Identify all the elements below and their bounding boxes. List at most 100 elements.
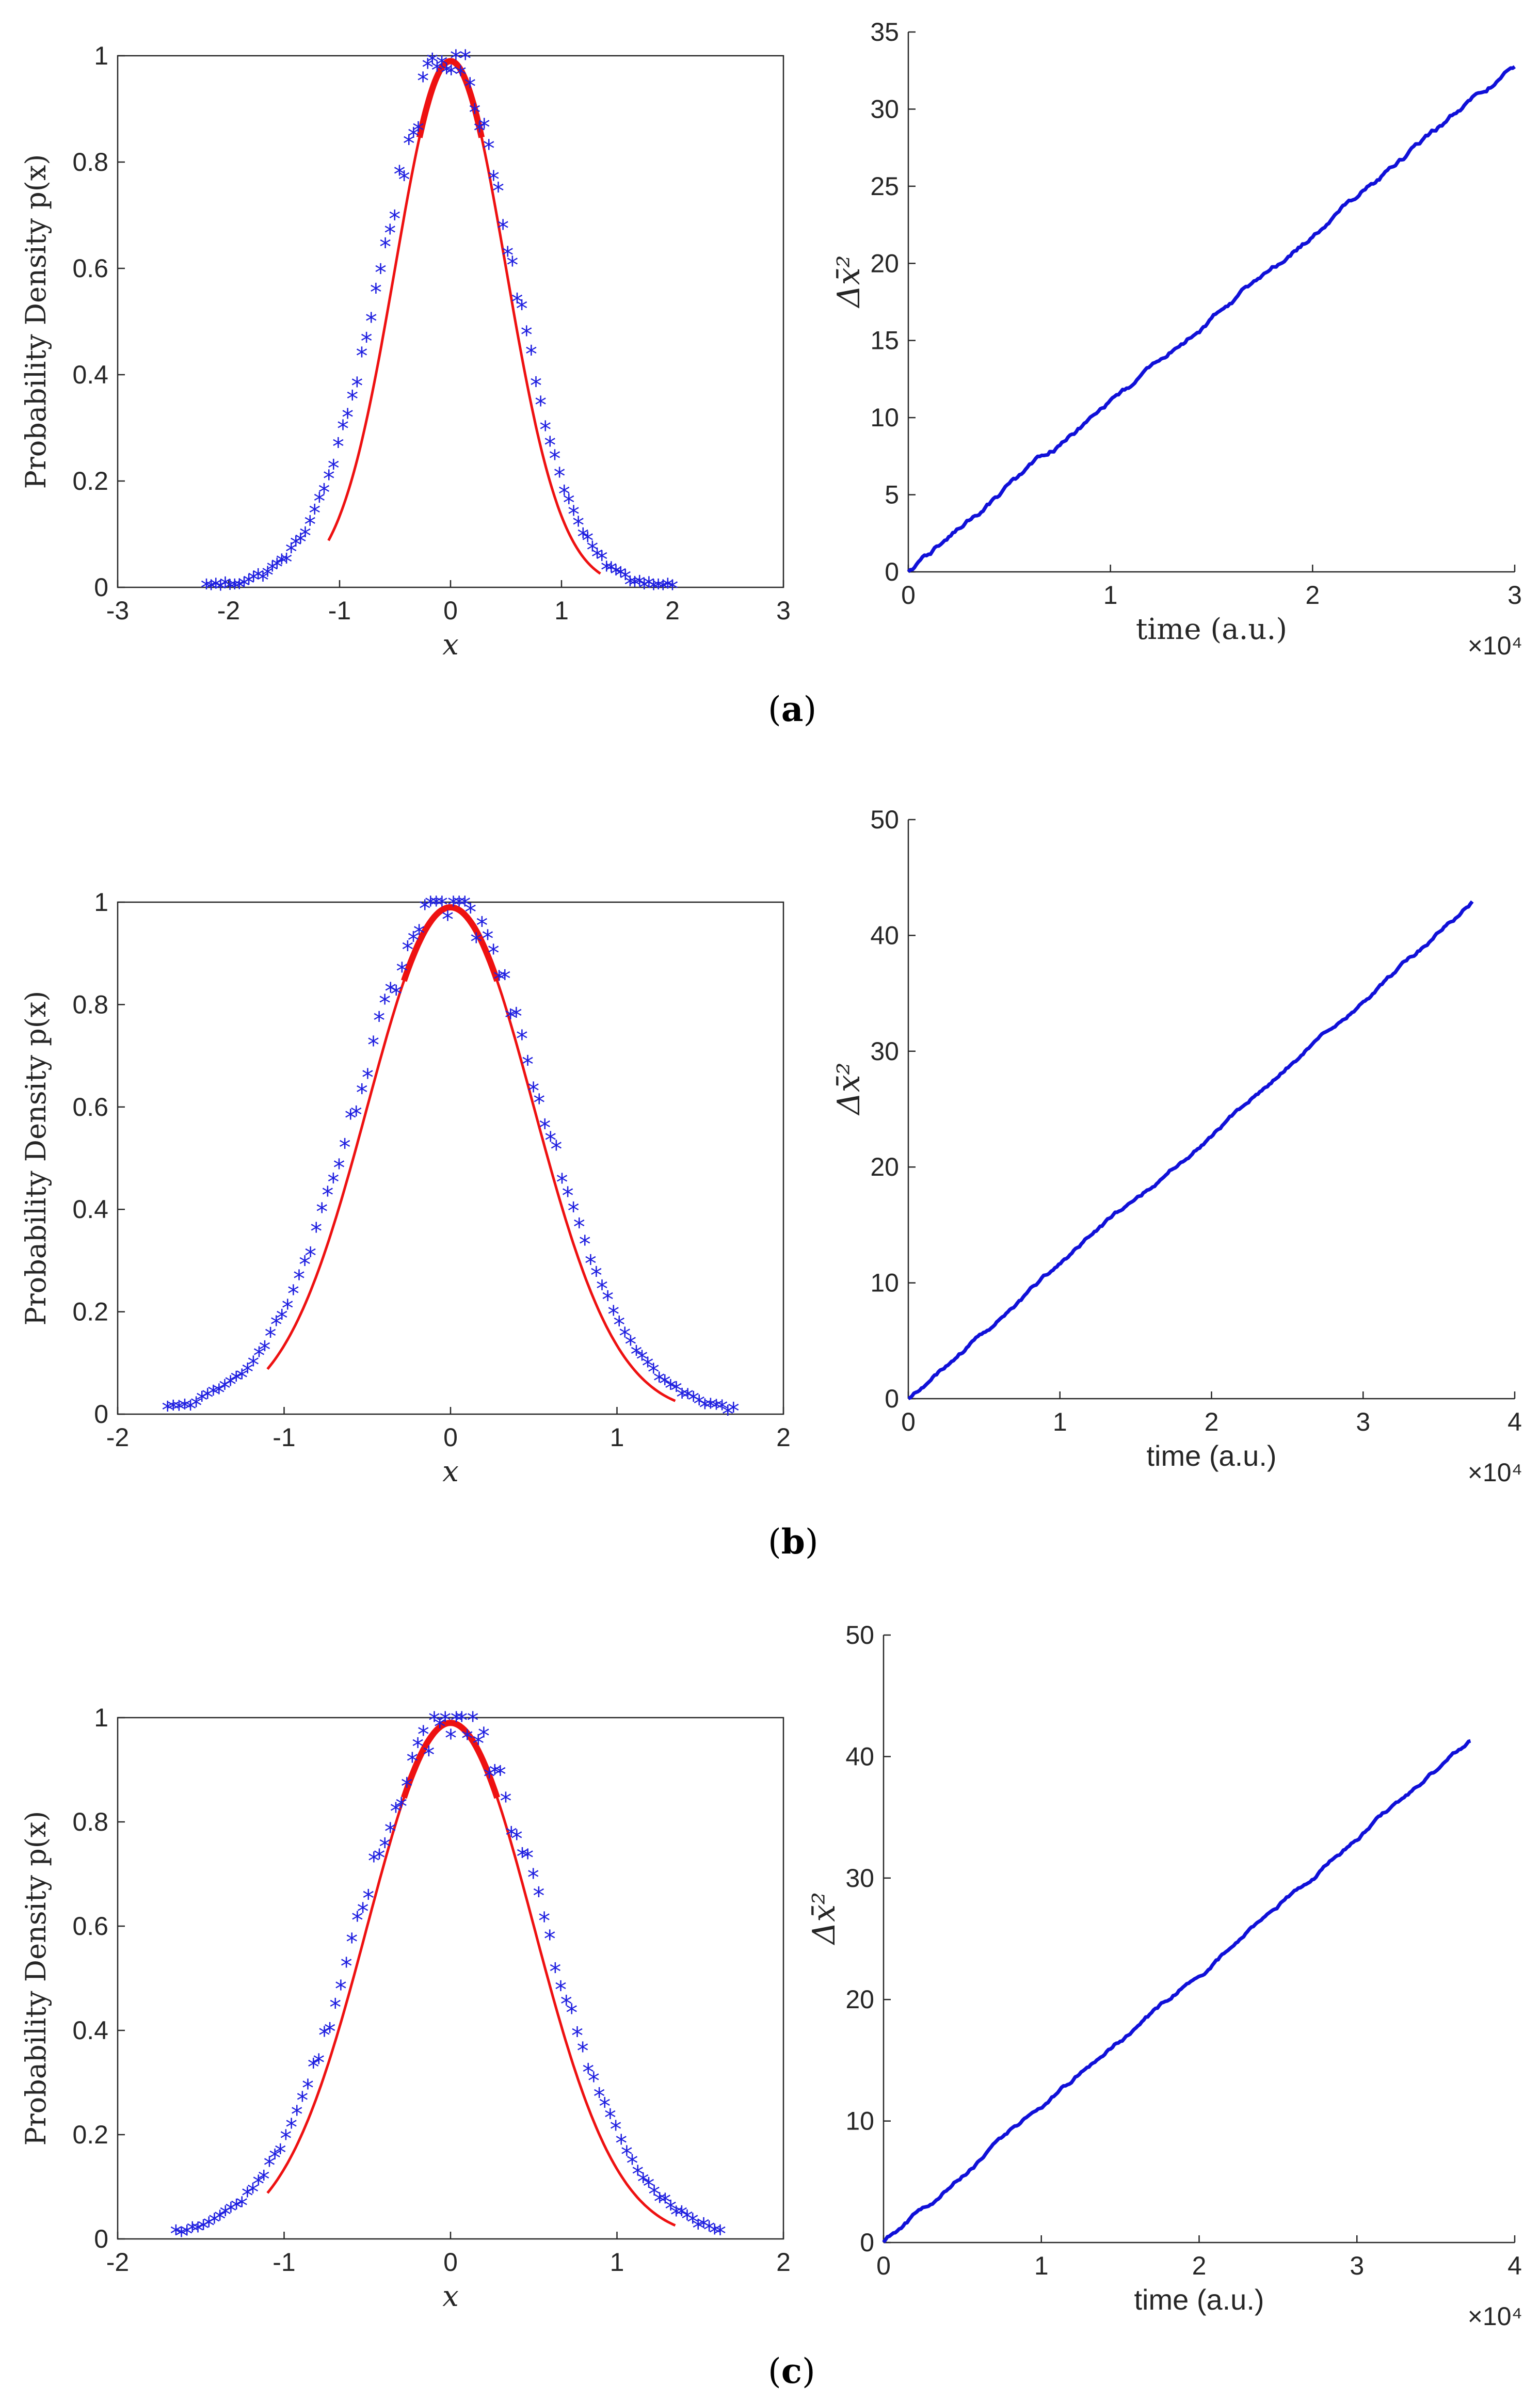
y-tick-label: 20 (845, 1985, 874, 2014)
y-tick-label: 0.6 (72, 254, 108, 283)
data-point: * (230, 1367, 242, 1395)
data-point: * (470, 928, 482, 956)
y-axis-label: Δx̄² (831, 255, 867, 308)
msd-line (907, 900, 1474, 1400)
y-tick-label: 5 (885, 481, 899, 509)
data-point: * (318, 478, 330, 506)
x-tick-label: 2 (776, 1423, 791, 1452)
x-tick-label: -2 (106, 1423, 129, 1452)
data-point: * (384, 978, 396, 1005)
data-point: * (607, 1301, 619, 1328)
x-tick-label: 2 (665, 596, 680, 625)
data-point: * (337, 415, 349, 443)
data-point: * (451, 1707, 462, 1735)
fit-curve (266, 1721, 676, 2227)
data-point: * (599, 2093, 611, 2121)
data-point: * (500, 1787, 512, 1815)
data-point: * (665, 2196, 677, 2223)
data-point: * (309, 500, 320, 527)
data-point: * (464, 73, 476, 101)
data-point: * (562, 1182, 574, 1210)
data-point: * (665, 1375, 677, 1403)
data-point: * (483, 135, 495, 163)
data-point: * (370, 279, 382, 307)
data-point: * (550, 1135, 562, 1163)
x-tick-label: -2 (106, 2248, 129, 2277)
data-point: * (527, 1077, 539, 1105)
data-point: * (408, 927, 420, 955)
data-point: * (412, 1733, 424, 1760)
y-tick-label: 0 (885, 1384, 899, 1413)
data-point: * (558, 480, 570, 508)
y-axis-label: Probability Density p(x) (20, 154, 52, 489)
data-point: * (181, 2220, 193, 2248)
data-point: * (302, 2074, 314, 2102)
data-point: * (296, 2087, 308, 2115)
data-point: * (401, 1773, 413, 1801)
data-point: * (213, 1379, 225, 1407)
fit-curve-peak (401, 1720, 500, 1799)
data-point: * (450, 45, 462, 73)
data-point: * (596, 1275, 608, 1303)
data-point: * (687, 2208, 699, 2236)
data-point: * (714, 2220, 726, 2248)
data-point: * (365, 308, 377, 335)
data-point: * (394, 161, 406, 188)
data-point: * (499, 965, 511, 993)
data-point: * (350, 1101, 362, 1129)
x-tick-label: 0 (901, 1407, 916, 1436)
y-tick-label: 50 (870, 805, 899, 834)
data-point: * (224, 1371, 236, 1399)
data-point: * (602, 1286, 614, 1314)
fit-curve-peak (416, 58, 485, 138)
data-point: * (642, 1352, 654, 1380)
x-tick-label: 2 (1192, 2251, 1207, 2280)
data-point: * (328, 455, 340, 483)
data-point: * (339, 1133, 351, 1161)
data-point: * (408, 122, 420, 150)
data-point: * (170, 2220, 182, 2248)
x-multiplier-label: ×10⁴ (1468, 1458, 1522, 1487)
data-point: * (293, 1265, 305, 1293)
data-point: * (472, 1730, 484, 1757)
data-point: * (201, 574, 213, 602)
x-tick-label: 3 (1350, 2251, 1364, 2280)
x-tick-label: -1 (328, 596, 351, 625)
data-point: * (593, 2083, 605, 2110)
data-point: * (615, 2129, 627, 2157)
data-point: * (621, 2141, 633, 2169)
x-axis-label: x (442, 628, 459, 662)
x-tick-label: -1 (272, 2248, 295, 2277)
data-point: * (362, 1885, 374, 1913)
y-axis-label: Δx̄² (806, 1892, 842, 1945)
data-point: * (281, 548, 293, 576)
data-point: * (586, 536, 598, 564)
data-point: * (335, 1975, 347, 2003)
y-tick-label: 30 (870, 94, 899, 123)
data-point: * (266, 556, 278, 584)
y-tick-label: 30 (870, 1037, 899, 1066)
data-point: * (573, 1213, 585, 1241)
data-point: * (522, 1844, 534, 1872)
data-point: * (356, 1079, 368, 1107)
data-point: * (198, 2215, 210, 2243)
data-point: * (492, 178, 504, 205)
data-point: * (544, 431, 556, 459)
data-point: * (316, 1198, 328, 1226)
data-point: * (453, 891, 465, 919)
data-point: * (657, 575, 669, 603)
data-point: * (308, 2053, 319, 2081)
x-tick-label: 4 (1507, 2251, 1522, 2280)
data-point: * (412, 117, 424, 145)
y-tick-label: 0.4 (72, 1195, 108, 1224)
data-point: * (430, 891, 442, 919)
data-point: * (447, 891, 459, 919)
data-point: * (676, 2201, 687, 2229)
data-point: * (313, 488, 325, 516)
y-tick-label: 0.2 (72, 2120, 108, 2149)
data-point: * (533, 1882, 544, 1910)
data-point: * (253, 1342, 265, 1370)
data-point: * (299, 1251, 311, 1278)
data-point: * (327, 1168, 339, 1196)
data-point: * (299, 522, 311, 550)
